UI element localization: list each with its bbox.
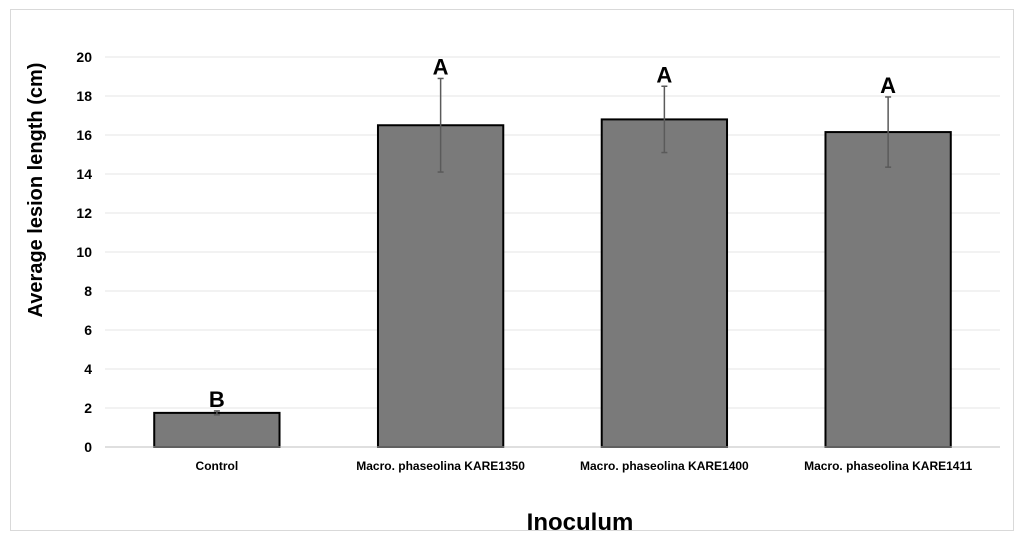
- bar: [824, 131, 952, 448]
- x-category-labels: Control Macro. phaseolina KARE1350 Macro. …: [196, 459, 973, 473]
- significance-label: A: [656, 62, 672, 87]
- x-category-label: Macro. phaseolina KARE1350: [356, 459, 525, 473]
- y-axis-title: Average lesion length (cm): [25, 63, 47, 318]
- bars: [153, 118, 952, 449]
- x-category-label: Control: [196, 459, 239, 473]
- bar: [600, 118, 729, 449]
- y-tick-label: 4: [84, 361, 92, 377]
- x-category-label: Macro. phaseolina KARE1411: [804, 459, 972, 473]
- y-tick-label: 16: [76, 127, 92, 143]
- y-tick-label: 2: [84, 400, 92, 416]
- x-category-label: Macro. phaseolina KARE1400: [580, 459, 749, 473]
- x-axis-title: Inoculum: [527, 509, 634, 536]
- y-tick-label: 18: [76, 88, 92, 104]
- y-tick-label: 12: [76, 205, 92, 221]
- y-tick-label: 6: [84, 322, 92, 338]
- significance-labels: B A A A: [209, 54, 896, 411]
- y-tick-label: 8: [84, 283, 92, 299]
- y-tick-label: 20: [76, 49, 92, 65]
- significance-label: B: [209, 387, 225, 412]
- y-tick-labels: 0 2 4 6 8 10 12 14 16 18 20: [76, 49, 92, 455]
- bar: [376, 124, 505, 448]
- y-tick-label: 14: [76, 166, 92, 182]
- y-tick-label: 10: [76, 244, 92, 260]
- significance-label: A: [880, 73, 896, 98]
- bar: [153, 411, 281, 448]
- error-bars: [213, 77, 892, 416]
- significance-label: A: [433, 54, 449, 79]
- y-tick-label: 0: [84, 439, 92, 455]
